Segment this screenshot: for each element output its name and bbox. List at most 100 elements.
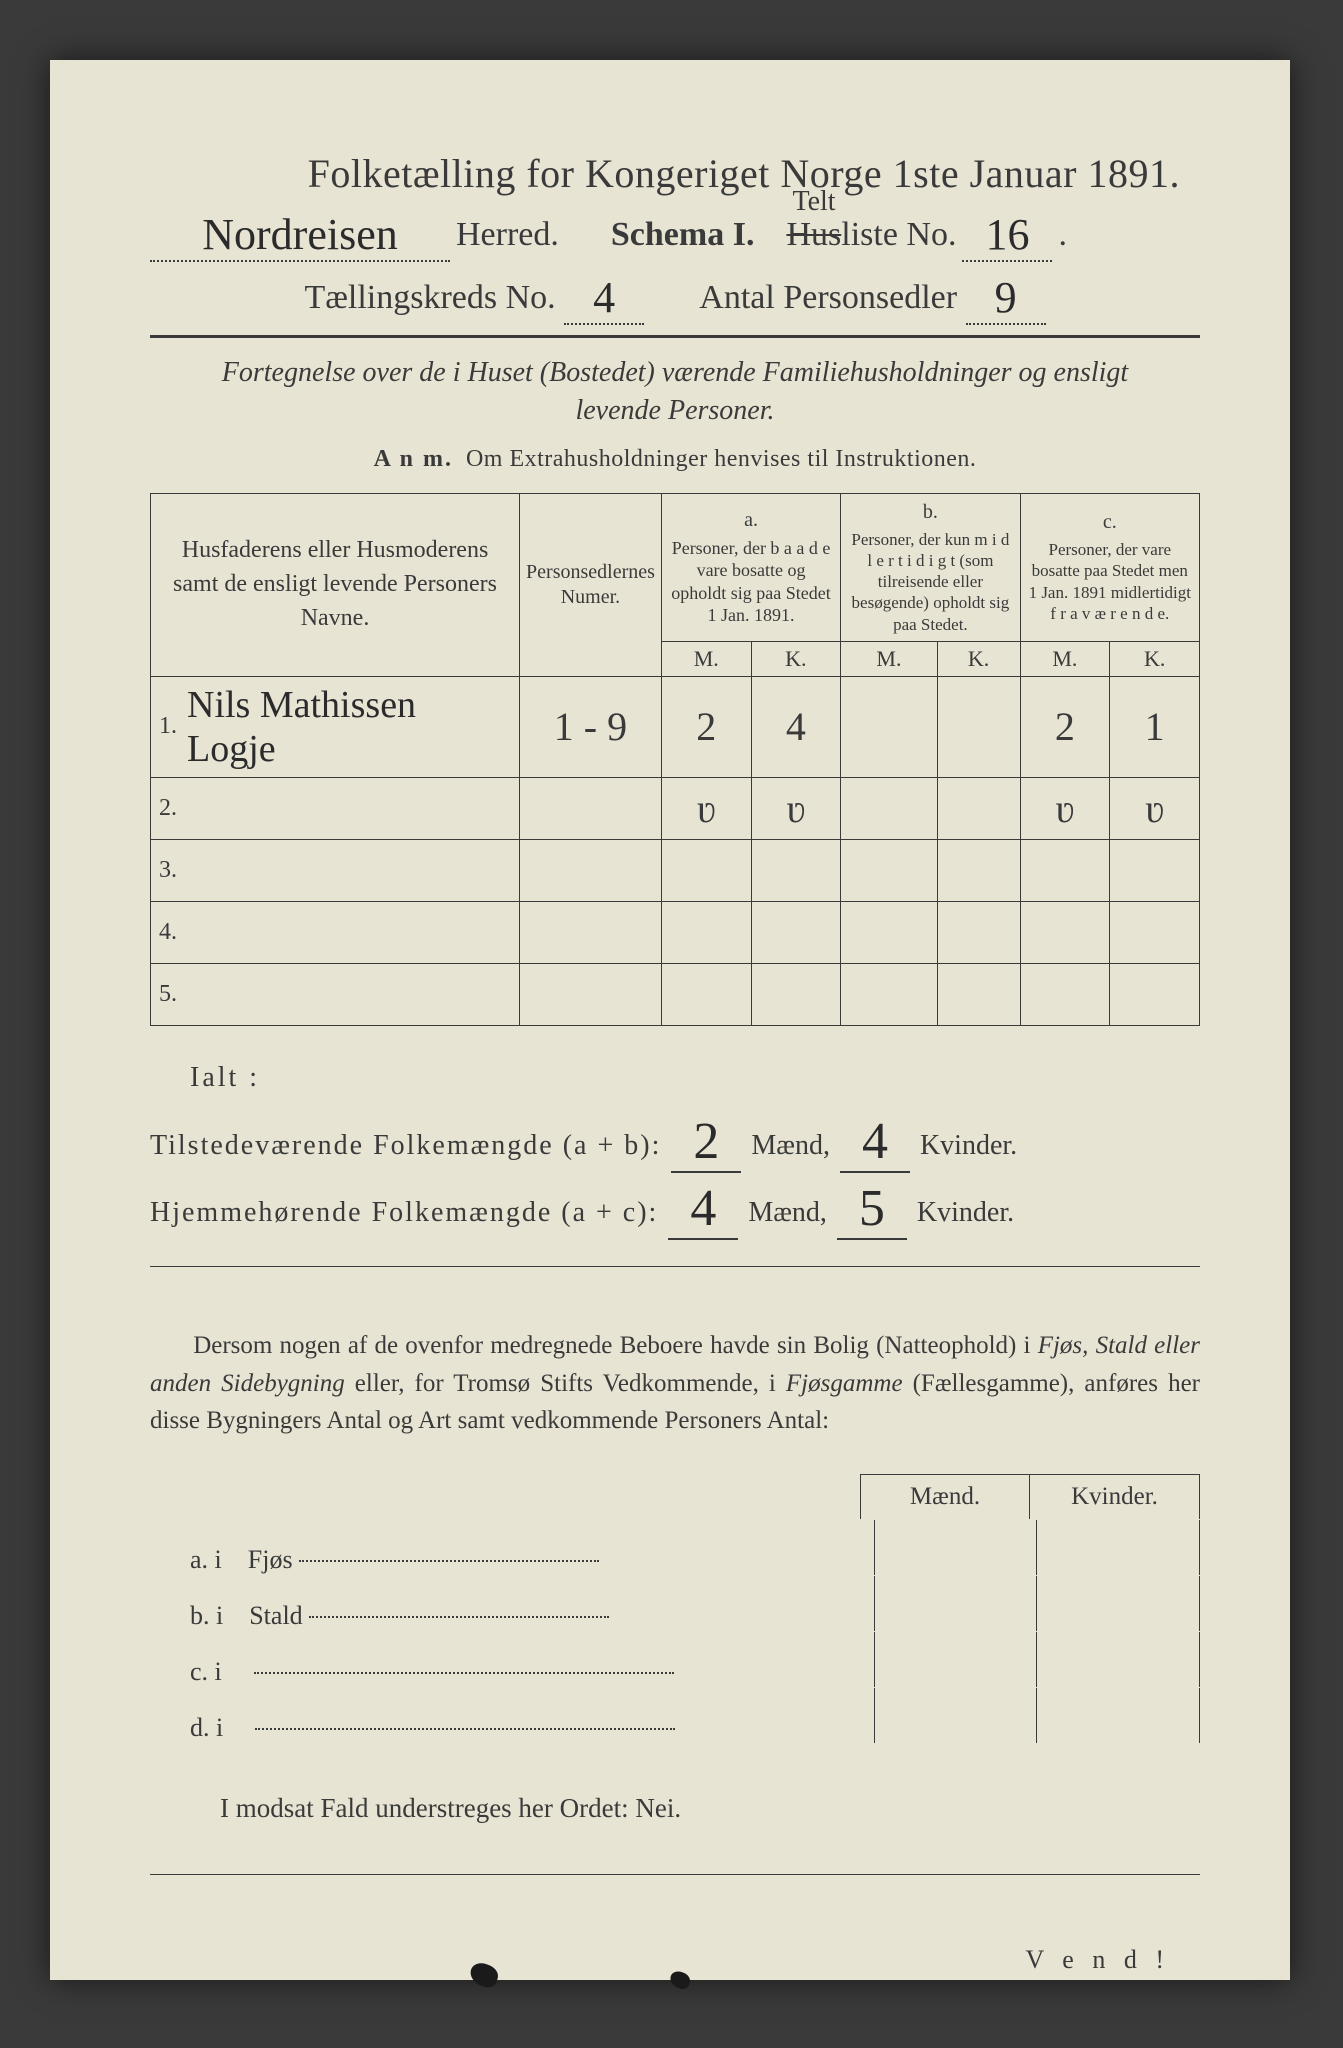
telt-insert-handwritten: Telt [792,186,835,218]
row-a-m [661,839,751,901]
col-b-head: b. [847,500,1013,525]
sub-row-m [874,1632,1037,1687]
col-name-header: Husfaderens eller Husmoderens samt de en… [173,537,497,630]
liste-label: liste No. [841,216,956,253]
personsedler-label: Antal Personsedler [699,279,957,316]
sub-row: d. i [150,1687,1200,1743]
hjemme-label: Hjemmehørende Folkemængde (a + c): [150,1197,658,1229]
col-b-text: Personer, der kun m i d l e r t i d i g … [847,529,1013,635]
row-b-m [841,676,937,777]
fortegnelse-caption: Fortegnelse over de i Huset (Bostedet) v… [150,354,1200,430]
census-form-paper: Folketælling for Kongeriget Norge 1ste J… [50,60,1290,1980]
row-a-k: 4 [751,676,841,777]
row-c-k: ʋ [1110,777,1200,839]
kvinder-word-1: Kvinder. [920,1130,1017,1162]
schema-label: Schema I. [611,216,755,254]
row-a-m [661,963,751,1025]
sub-kvinder-header: Kvinder. [1030,1474,1200,1519]
sub-row-m [874,1520,1037,1575]
sub-row-k [1037,1576,1200,1631]
row-num [520,839,662,901]
row-c-m: ʋ [1020,777,1110,839]
caption-line1: Fortegnelse over de i Huset (Bostedet) v… [222,357,1128,388]
row-b-k [937,676,1020,777]
hjemme-k-hw: 5 [859,1180,885,1237]
kreds-label: Tællingskreds No. [304,279,555,316]
row-number: 3. [151,839,184,901]
row-c-m: 2 [1020,676,1110,777]
anm-note: A n m. Om Extrahusholdninger henvises ti… [150,446,1200,473]
table-row: 5. [151,963,1200,1025]
census-table: Husfaderens eller Husmoderens samt de en… [150,493,1200,1026]
row-number: 4. [151,901,184,963]
row-number: 2. [151,777,184,839]
row-b-k [937,777,1020,839]
row-name [183,839,520,901]
row-a-k [751,839,841,901]
row-c-m [1020,963,1110,1025]
col-a-head: a. [668,508,834,533]
col-a-text: Personer, der b a a d e vare bosatte og … [668,537,834,627]
row-name [183,963,520,1025]
row-name [183,777,520,839]
herred-name-handwritten: Nordreisen [202,210,398,259]
col-b-m: M. [841,641,937,676]
sub-row: c. i [150,1631,1200,1687]
row-num [520,777,662,839]
row-c-k [1110,963,1200,1025]
col-a-m: M. [661,641,751,676]
personsedler-no-handwritten: 9 [995,273,1017,322]
col-c-m: M. [1020,641,1110,676]
hjemme-m-hw: 4 [690,1180,716,1237]
bolig-paragraph: Dersom nogen af de ovenfor medregnede Be… [150,1327,1200,1440]
sub-row-k [1037,1520,1200,1575]
row-num: 1 - 9 [520,676,662,777]
col-c-text: Personer, der vare bosatte paa Stedet me… [1027,539,1193,624]
main-title: Folketælling for Kongeriget Norge 1ste J… [150,150,1200,197]
row-c-k: 1 [1110,676,1200,777]
row-b-k [937,839,1020,901]
bygning-subtable: Mænd. Kvinder. a. i Fjøsb. i Stald c. i d… [150,1474,1200,1743]
husliste-no-handwritten: 16 [985,210,1029,259]
sub-row-key: c. i [150,1657,862,1687]
row-b-k [937,901,1020,963]
nei-line: I modsat Fald understreges her Ordet: Ne… [150,1793,1200,1824]
col-c-k: K. [1110,641,1200,676]
sub-row-key: d. i [150,1713,862,1743]
col-a-k: K. [751,641,841,676]
row-a-k [751,901,841,963]
totals-block: Ialt : Tilstedeværende Folkemængde (a + … [150,1062,1200,1236]
tilstede-m-hw: 2 [693,1113,719,1170]
maend-word-1: Mænd, [751,1130,830,1162]
herred-label: Herred. [456,216,559,254]
sub-row-key: a. i Fjøs [150,1545,862,1575]
sub-row-m [874,1688,1037,1743]
sub-maend-header: Mænd. [860,1474,1030,1519]
anm-text: Om Extrahusholdninger henvises til Instr… [466,446,976,472]
sub-row: a. i Fjøs [150,1519,1200,1575]
row-b-k [937,963,1020,1025]
row-a-m: 2 [661,676,751,777]
row-num [520,963,662,1025]
row-number: 1. [151,676,184,777]
kreds-line: Tællingskreds No. 4 Antal Personsedler 9 [150,268,1200,321]
row-c-k [1110,839,1200,901]
row-c-m [1020,839,1110,901]
tilstede-k-hw: 4 [862,1113,888,1170]
sub-row-k [1037,1632,1200,1687]
row-a-m [661,901,751,963]
row-c-k [1110,901,1200,963]
row-name: Nils Mathissen Logje [183,676,520,777]
row-c-m [1020,901,1110,963]
row-a-m: ʋ [661,777,751,839]
rule-thick-1 [150,335,1200,338]
sub-row-k [1037,1688,1200,1743]
table-row: 2.ʋʋʋʋ [151,777,1200,839]
maend-word-2: Mænd, [748,1197,827,1229]
table-row: 4. [151,901,1200,963]
col-num-header: Personsedlernes Numer. [526,561,655,608]
ialt-label: Ialt : [150,1062,1200,1094]
col-b-k: K. [937,641,1020,676]
sub-row: b. i Stald [150,1575,1200,1631]
row-a-k [751,963,841,1025]
